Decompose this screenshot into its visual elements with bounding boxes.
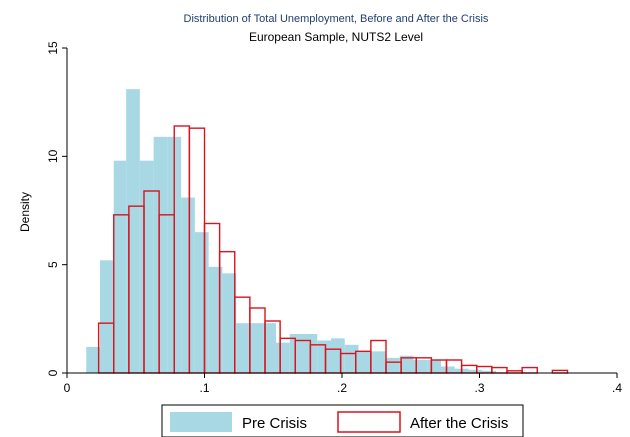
pre-crisis-bar-8 [194, 232, 209, 373]
pre-crisis-bar-10 [222, 273, 237, 373]
legend-label-pre-crisis: Pre Crisis [242, 415, 307, 432]
chart-title: Distribution of Total Unemployment, Befo… [184, 13, 489, 25]
chart-subtitle: European Sample, NUTS2 Level [249, 30, 423, 44]
y-axis-label: Density [18, 192, 32, 232]
pre-crisis-bar-26 [441, 366, 455, 373]
pre-crisis-bar-22 [386, 357, 400, 373]
pre-crisis-bar-5 [153, 136, 168, 373]
y-tick-label-0: 0 [46, 369, 60, 376]
x-tick-label-1: .1 [199, 381, 209, 395]
pre-crisis-bar-15 [289, 334, 304, 373]
pre-crisis-bar-12 [249, 323, 264, 373]
legend: Pre Crisis After the Crisis [161, 404, 524, 437]
pre-crisis-bar-21 [372, 351, 386, 373]
x-tick-label-3: .3 [474, 381, 484, 395]
pre-crisis-bar-23 [399, 355, 414, 373]
y-tick-label-2: 10 [46, 149, 60, 163]
y-tick-label-3: 15 [46, 41, 60, 55]
x-tick-label-0: 0 [64, 381, 71, 395]
pre-crisis-bar-18 [331, 338, 345, 373]
pre-crisis-bar-14 [276, 342, 290, 373]
pre-crisis-bar-1 [100, 260, 114, 373]
after-crisis-bar-28 [521, 366, 538, 374]
pre-crisis-bar-7 [181, 197, 195, 373]
y-axis-ticks: 0 5 10 15 [46, 41, 67, 376]
pre-crisis-bar-20 [358, 351, 373, 373]
pre-crisis-bar-28 [468, 369, 483, 373]
pre-crisis-bars [86, 89, 496, 374]
legend-label-after-crisis: After the Crisis [410, 415, 508, 432]
legend-swatch-after-crisis [337, 411, 401, 433]
x-tick-label-4: .4 [612, 381, 622, 395]
pre-crisis-bar-11 [236, 323, 250, 373]
pre-crisis-bar-25 [427, 360, 441, 373]
pre-crisis-bar-2 [113, 160, 127, 373]
pre-crisis-bar-0 [86, 347, 100, 373]
x-tick-label-2: .2 [337, 381, 347, 395]
pre-crisis-bar-29 [482, 370, 496, 373]
pre-crisis-bar-13 [263, 323, 277, 373]
pre-crisis-bar-4 [139, 160, 154, 373]
legend-swatch-pre-crisis [170, 412, 232, 432]
y-tick-label-1: 5 [46, 261, 60, 268]
x-axis-ticks: 0 .1 .2 .3 .4 [64, 373, 622, 395]
